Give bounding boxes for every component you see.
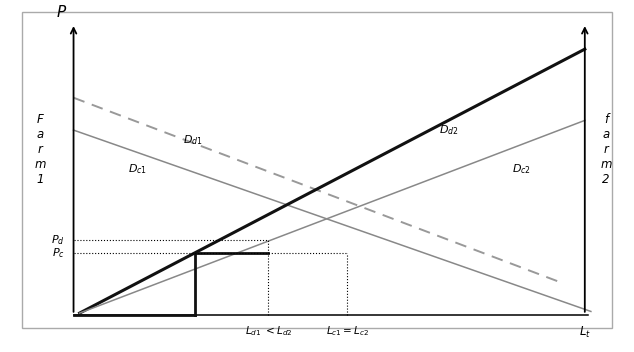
Text: $L_{c1}$$=$$L_{c2}$: $L_{c1}$$=$$L_{c2}$ xyxy=(326,324,369,338)
Text: $D_{c1}$: $D_{c1}$ xyxy=(128,162,147,176)
Text: f
a
r
m
2: f a r m 2 xyxy=(600,113,612,186)
Text: $D_{c2}$: $D_{c2}$ xyxy=(512,162,531,176)
Text: $P_c$: $P_c$ xyxy=(51,246,65,260)
Text: $D_{d1}$: $D_{d1}$ xyxy=(183,133,203,147)
Text: $D_{d2}$: $D_{d2}$ xyxy=(439,123,458,137)
Text: $L_t$: $L_t$ xyxy=(579,325,591,339)
Text: P: P xyxy=(57,5,66,20)
Text: $P_d$: $P_d$ xyxy=(51,233,65,247)
Text: F
a
r
m
1: F a r m 1 xyxy=(34,113,46,186)
Text: $L_{d1}$ $<$$L_{d2}$: $L_{d1}$ $<$$L_{d2}$ xyxy=(245,324,292,338)
